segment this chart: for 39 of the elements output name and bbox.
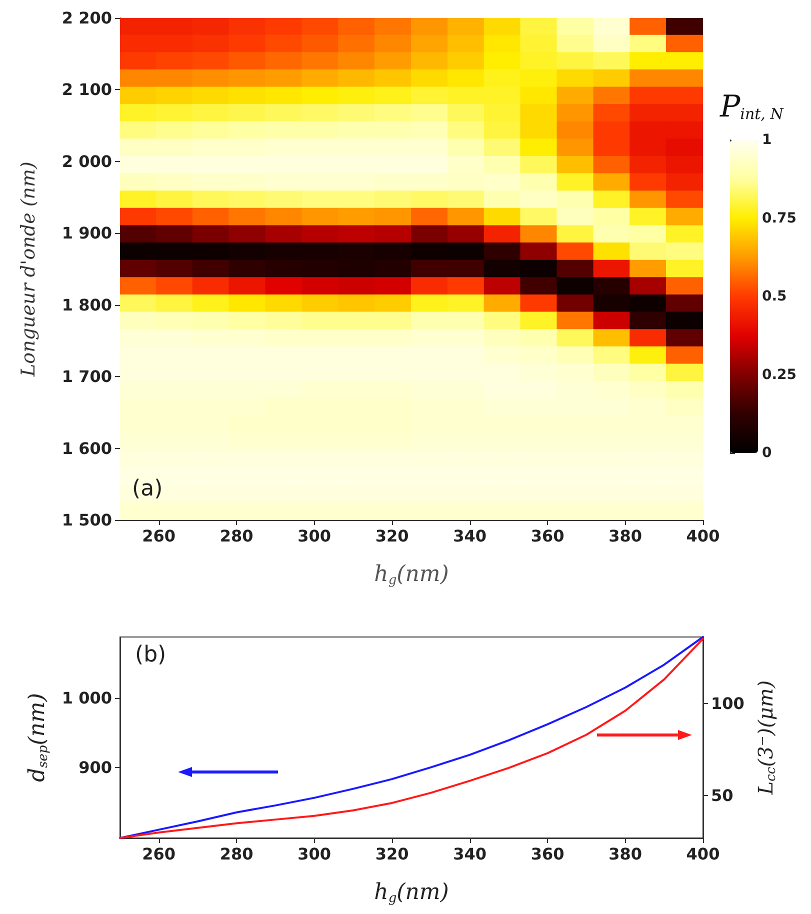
color-bar-label: 1: [762, 132, 772, 148]
y-tick-label: 1 000: [62, 688, 112, 708]
y-tick-label: 2 200: [62, 8, 112, 28]
y-tick-label: 1 700: [62, 367, 112, 386]
x-tick-label: 320: [375, 844, 409, 864]
y-tick-label: 1 600: [62, 438, 112, 458]
x-tick-label: 320: [375, 526, 409, 546]
x-tick-label: 260: [142, 844, 176, 864]
y2-axis-title: Lcc(3⁻)(μm): [753, 680, 779, 796]
x-tick-label: 400: [686, 844, 720, 864]
x-tick-label: 300: [298, 526, 332, 546]
x-tick-label: 300: [298, 844, 332, 864]
x-tick-label: 260: [142, 526, 176, 546]
y-tick-label: 1 900: [62, 224, 112, 243]
x-tick-label: 340: [453, 526, 487, 546]
x-tick-label: 360: [530, 526, 564, 546]
color-bar-label: 0.25: [762, 366, 797, 383]
y2-tick-label: 100: [711, 694, 744, 713]
y2-tick-label: 50: [711, 786, 734, 806]
y-tick-label: 2 000: [62, 152, 112, 171]
x-tick-label: 280: [220, 526, 254, 546]
x-tick-label: 380: [608, 844, 642, 864]
y-tick-label: 1 800: [62, 295, 112, 314]
y-tick-label: 900: [78, 758, 112, 777]
color-bar-label: 0.75: [762, 210, 797, 226]
y-axis-title: dsep(nm): [25, 693, 51, 782]
y-tick-label: 2 100: [62, 80, 112, 100]
color-bar-title: Pint, N: [719, 90, 784, 124]
x-tick-label: 380: [608, 526, 642, 546]
x-tick-label: 340: [453, 844, 487, 864]
y-axis-title: Longueur d'onde (nm): [18, 162, 40, 378]
x-tick-label: 400: [686, 526, 720, 546]
y-tick-label: 1 500: [62, 510, 112, 530]
color-bar-label: 0: [762, 445, 772, 461]
x-tick-label: 280: [220, 844, 254, 864]
annotation: (b): [135, 642, 166, 668]
color-bar-label: 0.5: [762, 288, 787, 304]
x-tick-label: 360: [530, 844, 564, 864]
annotation: (a): [132, 476, 163, 502]
